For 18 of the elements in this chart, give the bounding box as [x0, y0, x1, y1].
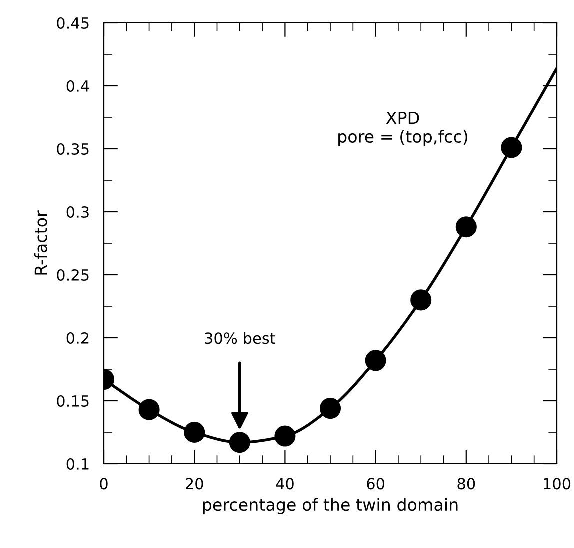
- x-tick-label: 100: [544, 478, 571, 490]
- x-tick-label: 40: [276, 478, 294, 490]
- y-tick-label: 0.2: [66, 332, 89, 344]
- annotation: XPD pore = (top,fcc): [338, 112, 468, 146]
- x-tick-label: 0: [100, 478, 108, 490]
- annotation: 30% best: [205, 332, 276, 344]
- y-tick-label: 0.25: [57, 269, 89, 282]
- x-tick-label: 80: [458, 478, 476, 490]
- x-tick-label: 60: [367, 478, 385, 490]
- y-tick-label: 0.45: [57, 17, 89, 30]
- y-tick-label: 0.1: [66, 458, 89, 470]
- y-axis-title: R-factor: [34, 210, 48, 275]
- y-tick-label: 0.15: [57, 395, 89, 408]
- y-tick-label: 0.35: [57, 143, 89, 156]
- y-tick-label: 0.4: [66, 80, 90, 92]
- x-axis-title: percentage of the twin domain: [203, 498, 458, 514]
- x-tick-label: 20: [186, 478, 204, 490]
- y-tick-label: 0.3: [66, 206, 89, 218]
